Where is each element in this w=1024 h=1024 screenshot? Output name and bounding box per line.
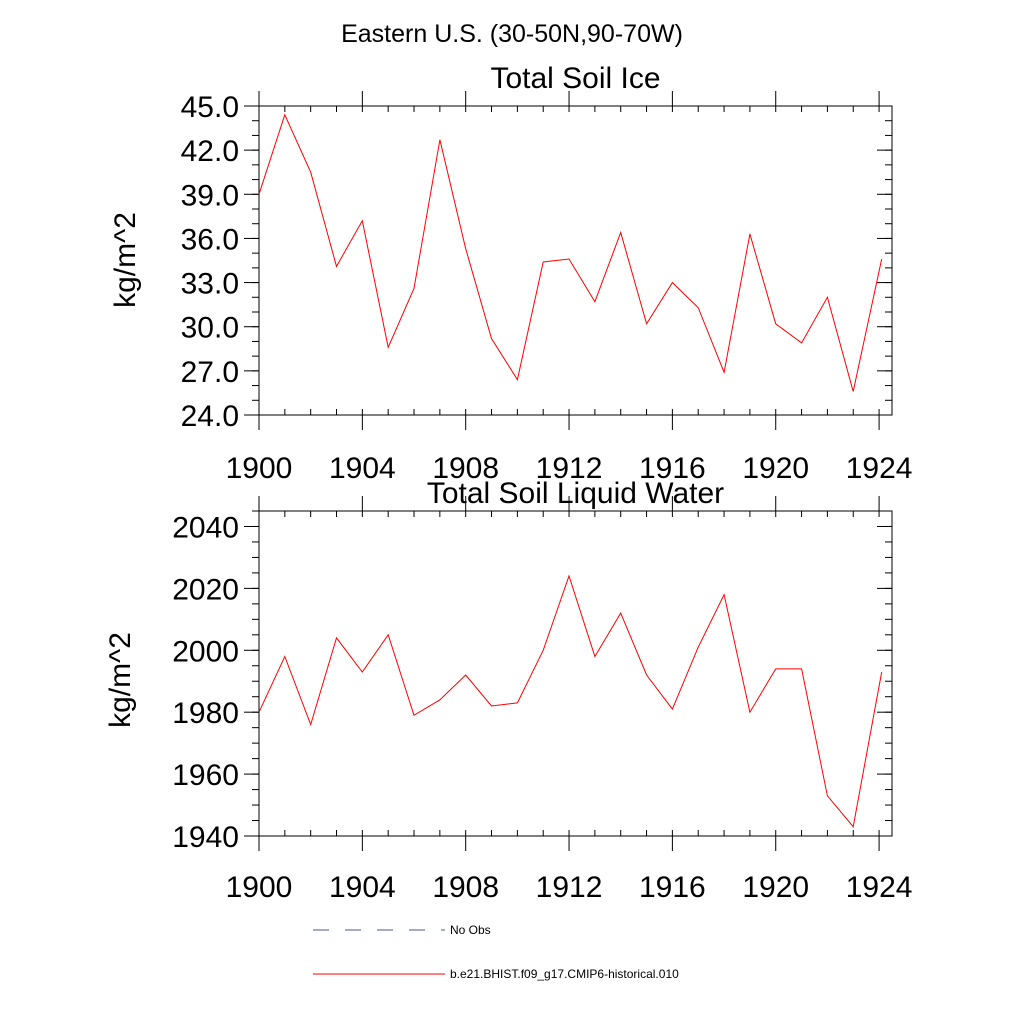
soil-ice-series-line (258, 113, 883, 392)
soil-ice-frame (258, 105, 893, 416)
soil-liquid-water-y-tick-label: 2000 (172, 635, 239, 668)
soil-ice-panel: Total Soil Ice kg/m^2 1900 1904 1908 1912 1916… (109, 62, 912, 485)
soil-ice-y-tick-label: 27.0 (181, 356, 239, 389)
soil-liquid-water-title: Total Soil Liquid Water (427, 477, 724, 510)
legend-label-no-obs: No Obs (450, 923, 491, 937)
soil-liquid-water-y-tick-label: 1980 (172, 697, 239, 730)
legend-label-model-run: b.e21.BHIST.f09_g17.CMIP6-historical.010 (450, 967, 679, 981)
soil-ice-y-tick-label: 42.0 (181, 135, 239, 168)
soil-ice-y-tick-label: 30.0 (181, 312, 239, 345)
soil-liquid-water-x-tick-label: 1924 (846, 871, 913, 904)
soil-ice-x-tick-label: 1900 (226, 452, 293, 485)
soil-liquid-water-y-tick-label: 1940 (172, 821, 239, 854)
soil-ice-title: Total Soil Ice (490, 62, 660, 95)
figure-suptitle: Eastern U.S. (30-50N,90-70W) (341, 20, 683, 48)
soil-ice-x-tick-label: 1912 (536, 452, 603, 485)
soil-ice-x-tick-label: 1924 (846, 452, 913, 485)
soil-liquid-water-x-tick-label: 1900 (226, 871, 293, 904)
soil-liquid-water-series-line (258, 574, 883, 828)
soil-liquid-water-x-tick-label: 1908 (432, 871, 499, 904)
soil-liquid-water-x-tick-label: 1916 (639, 871, 706, 904)
soil-liquid-water-x-tick-label: 1904 (329, 871, 396, 904)
soil-ice-y-tick-label: 33.0 (181, 268, 239, 301)
soil-liquid-water-panel: Total Soil Liquid Water kg/m^2 1900 1904 190… (104, 477, 912, 904)
soil-liquid-water-frame (258, 510, 893, 837)
soil-liquid-water-x-tick-label: 1912 (536, 871, 603, 904)
soil-ice-y-tick-label: 24.0 (181, 400, 239, 433)
soil-liquid-water-y-tick-label: 2020 (172, 573, 239, 606)
legend: No Obs b.e21.BHIST.f09_g17.CMIP6-histori… (313, 923, 679, 981)
soil-ice-y-tick-label: 36.0 (181, 223, 239, 256)
soil-ice-y-tick-label: 45.0 (181, 91, 239, 124)
soil-liquid-water-y-tick-label: 1960 (172, 759, 239, 792)
soil-ice-ylabel: kg/m^2 (109, 212, 142, 308)
soil-liquid-water-y-tick-label: 2040 (172, 511, 239, 544)
soil-ice-y-tick-label: 39.0 (181, 179, 239, 212)
soil-ice-x-tick-label: 1920 (742, 452, 809, 485)
soil-ice-x-tick-label: 1904 (329, 452, 396, 485)
soil-ice-x-tick-label: 1916 (639, 452, 706, 485)
soil-ice-x-tick-label: 1908 (432, 452, 499, 485)
soil-liquid-water-x-tick-label: 1920 (742, 871, 809, 904)
soil-liquid-water-ylabel: kg/m^2 (104, 632, 137, 728)
